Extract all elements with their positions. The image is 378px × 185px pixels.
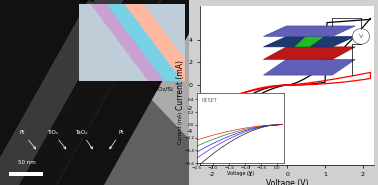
Text: SiO₂/Si: SiO₂/Si [153, 87, 174, 92]
Polygon shape [57, 0, 189, 139]
Polygon shape [0, 0, 89, 185]
X-axis label: Voltage (V): Voltage (V) [266, 179, 308, 185]
Polygon shape [19, 0, 161, 185]
Y-axis label: Current (mA): Current (mA) [176, 60, 185, 110]
Text: 50 nm: 50 nm [18, 160, 35, 165]
Polygon shape [57, 0, 208, 185]
Polygon shape [0, 0, 123, 185]
Text: TiOₓ: TiOₓ [47, 130, 66, 149]
Text: Pt: Pt [110, 130, 124, 149]
Text: Pt: Pt [20, 130, 36, 149]
Text: TaOₓ: TaOₓ [75, 130, 93, 149]
Bar [9, 172, 43, 176]
